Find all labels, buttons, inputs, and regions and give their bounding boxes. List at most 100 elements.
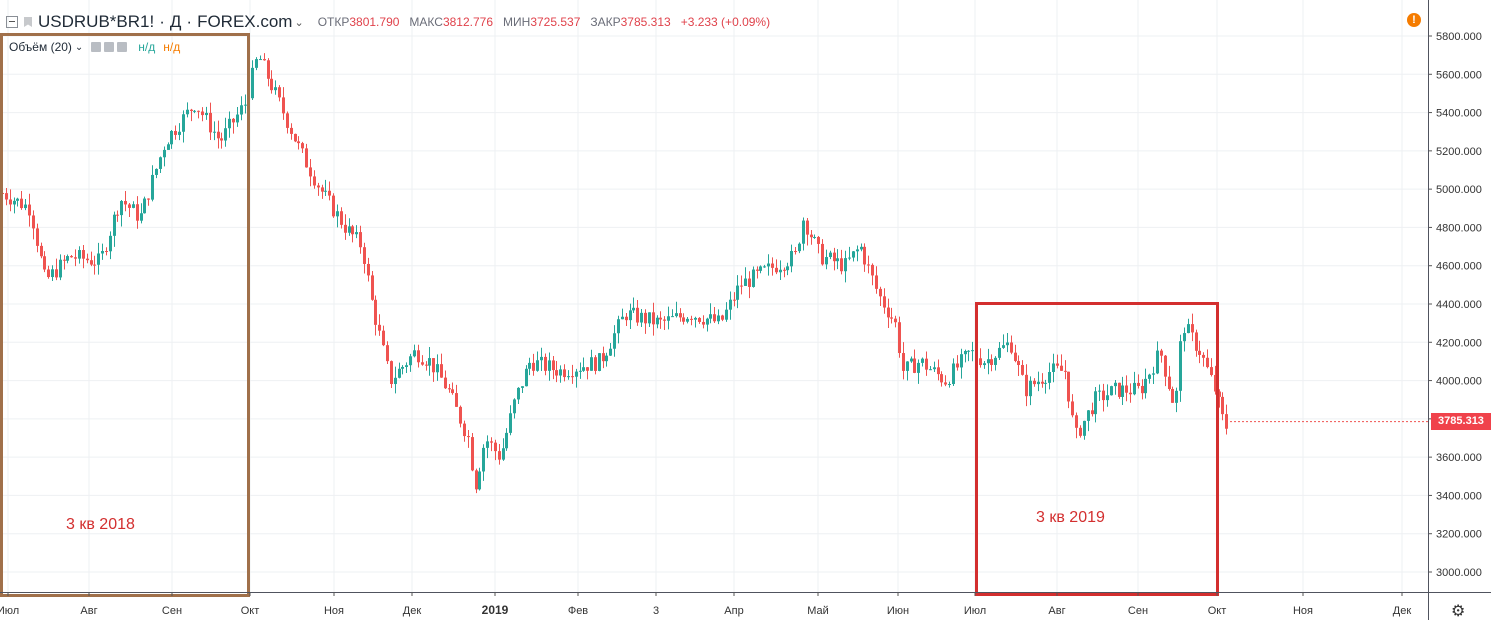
- quarter-boxes: [0, 33, 1219, 597]
- candle-body: [1214, 374, 1217, 392]
- candle-body: [721, 315, 724, 320]
- y-tick-label: 3200.000: [1436, 529, 1482, 541]
- volume-indicator-label[interactable]: Объём (20): [9, 40, 72, 54]
- candle-body: [1102, 390, 1105, 401]
- candle-body: [394, 377, 397, 385]
- y-tick-label: 3400.000: [1436, 490, 1482, 502]
- candle-body: [1033, 380, 1036, 385]
- candle-body: [32, 215, 35, 229]
- candle-body: [798, 243, 801, 252]
- candle-body: [1025, 374, 1028, 397]
- candle-body: [367, 263, 370, 276]
- candle-body: [586, 367, 589, 371]
- candle-body: [1121, 385, 1124, 397]
- alert-icon[interactable]: !: [1407, 13, 1421, 27]
- candle-body: [629, 310, 632, 321]
- candle-body: [1198, 350, 1201, 355]
- candle-body: [413, 350, 416, 357]
- gear-icon[interactable]: ⚙: [1451, 603, 1466, 620]
- candle-body: [644, 312, 647, 324]
- candle-body: [9, 199, 12, 205]
- candle-body: [548, 360, 551, 371]
- candle-body: [913, 358, 916, 373]
- candle-body: [1071, 401, 1074, 416]
- symbol-name[interactable]: USDRUB*BR1!: [38, 12, 155, 31]
- candle-body: [328, 190, 331, 196]
- chart-grid: [0, 0, 1428, 592]
- candle-body: [1002, 345, 1005, 348]
- candle-body: [802, 220, 805, 244]
- close-icon[interactable]: [117, 42, 128, 52]
- candle-body: [240, 105, 243, 115]
- collapse-icon[interactable]: [6, 16, 18, 28]
- candle-body: [93, 264, 96, 266]
- candle-body: [1137, 382, 1140, 386]
- candle-body: [278, 87, 281, 98]
- separator: ·: [186, 12, 193, 31]
- q3-2019-box: [975, 302, 1219, 596]
- low-value: 3725.537: [530, 15, 581, 29]
- candle-body: [756, 269, 759, 271]
- data-source[interactable]: FOREX.com: [197, 12, 293, 31]
- candle-body: [794, 251, 797, 253]
- candle-body: [825, 257, 828, 265]
- candle-body: [1225, 414, 1228, 429]
- candle-body: [582, 367, 585, 371]
- settings-icon[interactable]: [104, 42, 115, 52]
- change-value: +3.233 (+0.09%): [680, 15, 771, 29]
- candle-body: [170, 130, 173, 145]
- candle-body: [559, 369, 562, 376]
- candle-body: [274, 87, 277, 91]
- candle-body: [224, 128, 227, 141]
- candle-body: [86, 258, 89, 261]
- candle-body: [113, 214, 116, 236]
- y-tick-label: 4000.000: [1436, 376, 1482, 388]
- candle-body: [840, 258, 843, 272]
- candle-body: [120, 201, 123, 216]
- candle-body: [921, 358, 924, 363]
- candle-body: [463, 423, 466, 437]
- candle-body: [1114, 382, 1117, 387]
- q3-2019-label: 3 кв 2019: [1036, 509, 1105, 526]
- y-tick-label: 3000.000: [1436, 567, 1482, 579]
- candle-body: [929, 369, 932, 371]
- candle-body: [382, 330, 385, 346]
- candle-body: [1202, 354, 1205, 358]
- close-value: 3785.313: [620, 15, 671, 29]
- candle-body: [1206, 357, 1209, 368]
- candle-body: [43, 256, 46, 270]
- candle-body: [1171, 389, 1174, 403]
- candle-body: [933, 367, 936, 370]
- chevron-down-icon[interactable]: ⌄: [294, 16, 304, 29]
- candle-body: [605, 355, 608, 362]
- candle-body: [544, 356, 547, 371]
- candle-body: [706, 318, 709, 325]
- candle-body: [409, 356, 412, 366]
- candle-body: [860, 246, 863, 250]
- candle-body: [401, 366, 404, 369]
- candle-body: [374, 299, 377, 325]
- candle-body: [244, 104, 247, 106]
- x-tick-label: Дек: [403, 605, 422, 617]
- volume-value: н/д: [138, 40, 156, 54]
- y-tick-label: 5600.000: [1436, 69, 1482, 81]
- interval[interactable]: Д: [169, 12, 182, 31]
- candle-body: [440, 364, 443, 378]
- candle-body: [28, 204, 31, 216]
- low-label: МИН: [503, 15, 531, 29]
- chevron-down-icon[interactable]: ⌄: [74, 41, 84, 53]
- candle-body: [1087, 410, 1090, 421]
- candle-body: [1094, 391, 1097, 415]
- candle-body: [363, 247, 366, 264]
- candle-body: [536, 360, 539, 371]
- eye-icon[interactable]: [91, 42, 102, 52]
- candle-body: [371, 275, 374, 300]
- candle-body: [124, 201, 127, 205]
- candle-body: [971, 350, 974, 352]
- x-tick-label: 3: [653, 605, 659, 617]
- candle-body: [378, 324, 381, 331]
- y-tick-label: 4200.000: [1436, 337, 1482, 349]
- candle-body: [301, 143, 304, 149]
- candle-body: [309, 167, 312, 177]
